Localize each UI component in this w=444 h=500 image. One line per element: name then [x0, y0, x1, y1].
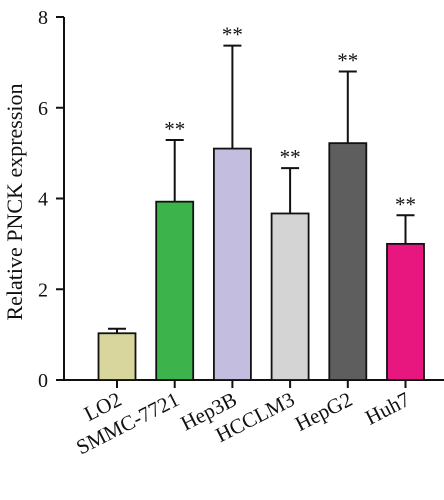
bar-lo2	[97, 332, 137, 381]
bar-huh7	[386, 242, 425, 381]
significance-label: **	[337, 48, 358, 72]
x-tick-label: Huh7	[361, 387, 413, 430]
bar-hcclm3	[270, 212, 310, 381]
significance-label: **	[395, 192, 416, 216]
bar-smmc-7721	[155, 200, 195, 381]
y-tick-label: 8	[38, 7, 48, 29]
bars	[97, 44, 425, 381]
y-tick-label: 2	[38, 279, 48, 301]
bar-hep3b	[212, 147, 252, 381]
significance-label: **	[164, 117, 185, 141]
bar-hepg2	[328, 142, 368, 381]
y-tick-label: 0	[38, 370, 48, 392]
significance-label: **	[222, 23, 243, 47]
x-tick-label: HepG2	[291, 387, 356, 436]
y-axis-label: Relative PNCK expression	[2, 83, 27, 320]
y-tick-label: 6	[38, 98, 48, 120]
significance-label: **	[280, 145, 301, 169]
y-tick-label: 4	[38, 189, 48, 211]
